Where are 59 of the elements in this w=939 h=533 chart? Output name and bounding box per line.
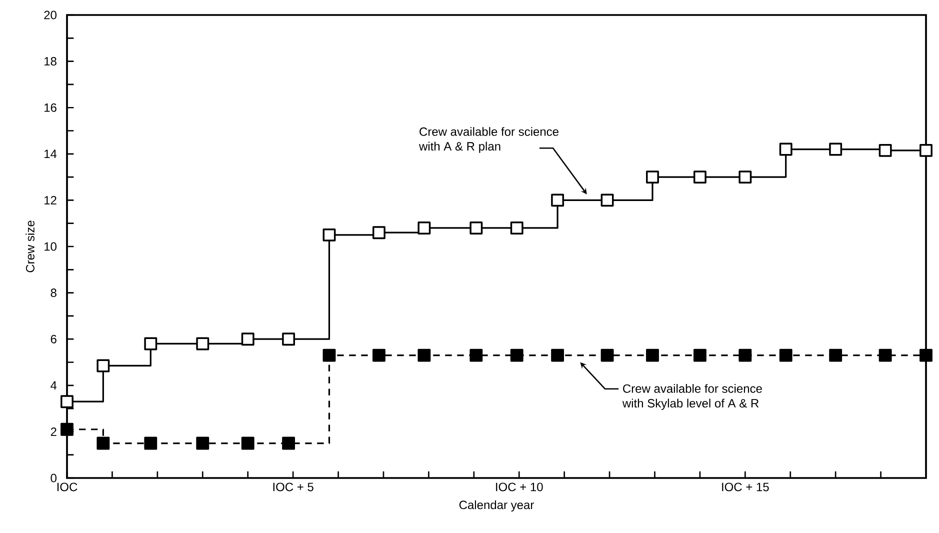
point xyxy=(96,359,110,372)
y-tick-label: 12 xyxy=(44,196,56,204)
y-tick-label: 6 xyxy=(50,334,56,344)
y-tick-label: 18 xyxy=(44,57,56,66)
y-tick-label: 0 xyxy=(50,474,56,482)
y-tick-label: 14 xyxy=(44,150,57,158)
point xyxy=(322,348,336,362)
point xyxy=(96,436,110,450)
y-axis-title: Crew size xyxy=(26,220,34,272)
point xyxy=(693,348,706,362)
y-tick-label: 2 xyxy=(50,428,56,436)
y-tick-label: 20 xyxy=(44,10,56,20)
point xyxy=(241,332,254,346)
y-tick-label: 4 xyxy=(50,381,57,390)
x-tick-label: IOC + 5 xyxy=(273,482,314,492)
point xyxy=(322,228,336,242)
point xyxy=(779,348,792,362)
point xyxy=(510,222,524,234)
point xyxy=(829,348,842,362)
point xyxy=(282,332,296,346)
point xyxy=(60,395,74,408)
point xyxy=(418,222,431,234)
text: Crew available for science with A & R plan xyxy=(418,127,558,153)
point xyxy=(646,348,659,362)
point xyxy=(241,436,254,450)
text: Crew available for science with Skylab level of A & R xyxy=(622,384,762,410)
point xyxy=(738,348,752,362)
point xyxy=(693,170,706,184)
x-tick-label: IOC + 10 xyxy=(496,482,543,492)
y-tick-label: 8 xyxy=(50,288,56,298)
y-tick-label: 16 xyxy=(44,103,56,112)
point xyxy=(878,144,892,157)
point xyxy=(372,226,386,240)
x-tick-label: IOC + 15 xyxy=(722,482,769,492)
point xyxy=(878,348,892,362)
point xyxy=(829,142,842,156)
point xyxy=(779,142,792,156)
x-tick-label: IOC xyxy=(57,482,78,492)
point xyxy=(60,422,74,436)
point xyxy=(510,348,524,362)
point xyxy=(920,144,932,157)
point xyxy=(920,348,932,362)
point xyxy=(144,337,158,350)
point xyxy=(196,436,210,450)
point xyxy=(551,194,564,207)
point xyxy=(470,348,483,362)
point xyxy=(144,436,158,450)
point xyxy=(418,348,431,362)
point xyxy=(600,194,614,207)
y-tick-label: 10 xyxy=(44,242,56,251)
point xyxy=(470,222,483,234)
point xyxy=(600,348,614,362)
point xyxy=(372,348,386,362)
point xyxy=(738,170,752,184)
point xyxy=(196,337,210,350)
point xyxy=(551,348,564,362)
point xyxy=(646,170,659,184)
x-axis-title: Calendar year xyxy=(459,500,534,512)
point xyxy=(282,436,296,450)
